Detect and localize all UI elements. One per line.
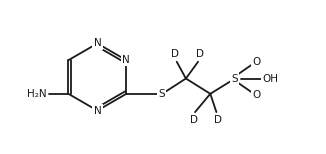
Text: S: S bbox=[158, 89, 165, 99]
Text: D: D bbox=[196, 49, 204, 59]
Text: O: O bbox=[252, 90, 260, 100]
Text: D: D bbox=[189, 115, 198, 125]
Text: S: S bbox=[231, 73, 238, 83]
Text: N: N bbox=[94, 106, 101, 116]
Text: D: D bbox=[171, 49, 179, 59]
Text: N: N bbox=[123, 55, 130, 65]
Text: D: D bbox=[214, 115, 222, 125]
Text: H₂N: H₂N bbox=[27, 89, 47, 99]
Text: OH: OH bbox=[262, 73, 278, 83]
Text: N: N bbox=[94, 38, 101, 48]
Text: O: O bbox=[252, 57, 260, 67]
